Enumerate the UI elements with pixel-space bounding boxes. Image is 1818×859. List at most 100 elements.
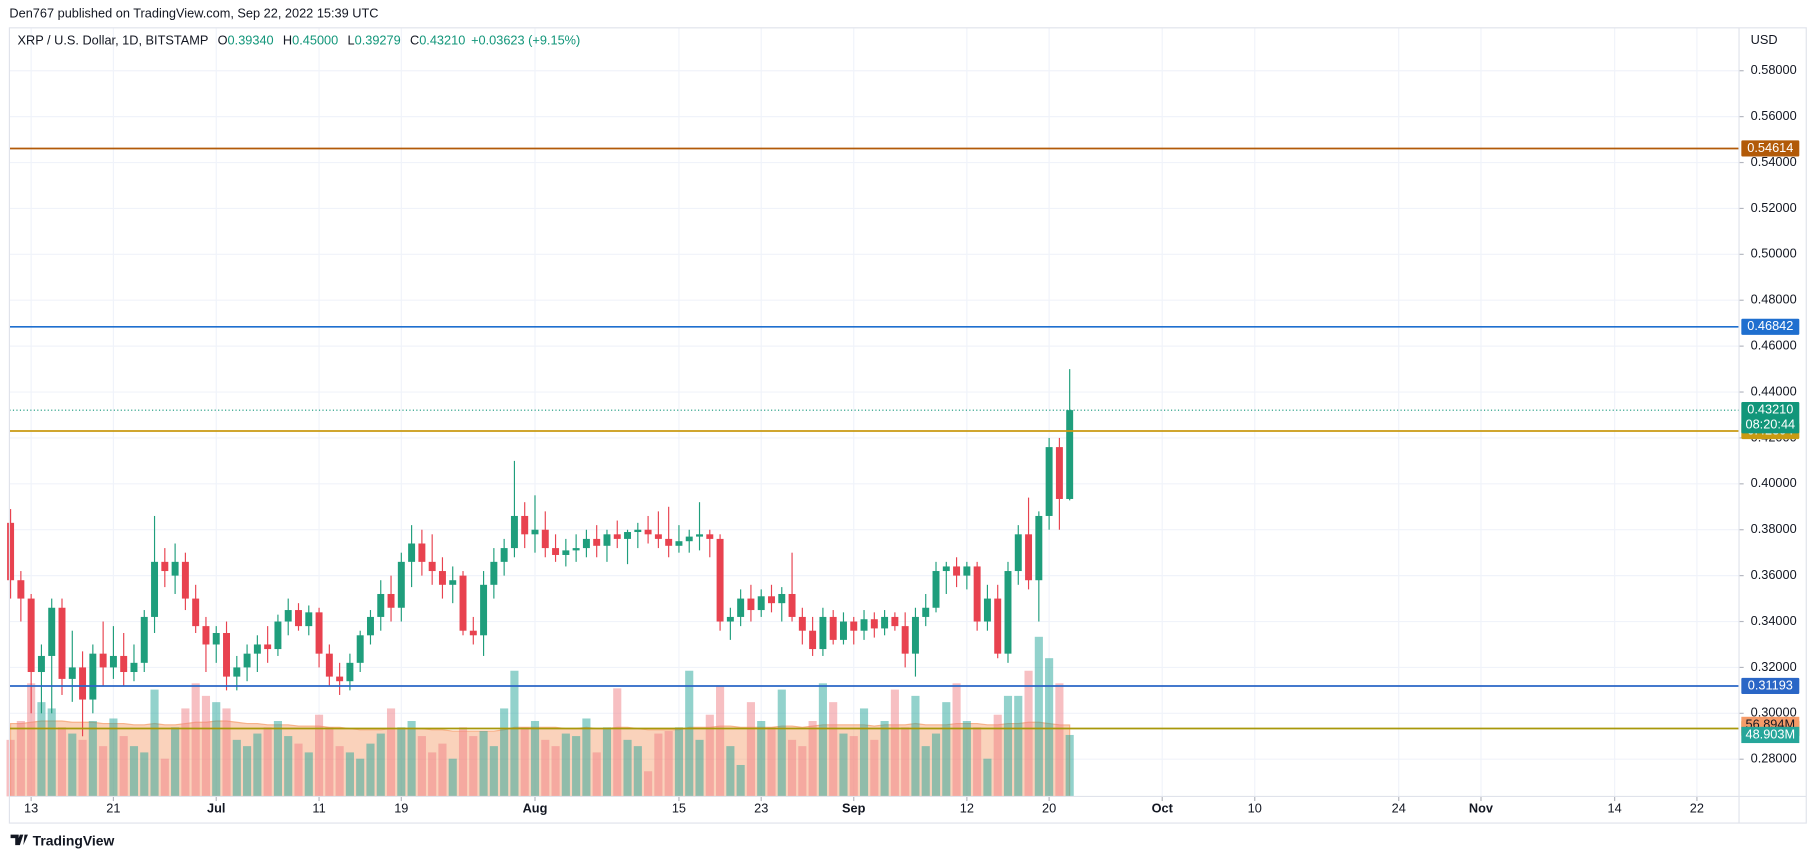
candle-body [798, 616, 806, 631]
volume-bar [479, 731, 488, 797]
volume-bar [119, 736, 128, 797]
volume-bar [397, 727, 406, 797]
volume-bar [736, 764, 745, 797]
volume-bar [47, 708, 56, 797]
legend-value: 0.43210 [419, 33, 465, 48]
level-layer [9, 147, 1740, 730]
volume-bar [386, 708, 396, 797]
volume-bar [428, 752, 437, 797]
candle-body [7, 522, 15, 581]
x-tick-label: Nov [1469, 801, 1494, 816]
candle-body [1035, 515, 1043, 581]
candle-body [983, 598, 991, 622]
volume-bar [171, 727, 180, 797]
candle-body [747, 598, 755, 611]
candle-body [819, 616, 827, 650]
candle-body [171, 561, 179, 576]
candle-body [89, 653, 97, 700]
y-tick-label: 0.30000 [1751, 705, 1797, 720]
volume-bar [849, 736, 858, 797]
candle-body [613, 534, 621, 539]
candle-body [552, 548, 560, 555]
volume-bar [191, 683, 200, 797]
volume-bar [582, 718, 591, 797]
volume-bar [232, 739, 241, 797]
y-tick-label: 0.34000 [1751, 613, 1797, 628]
volume-bar [890, 689, 899, 797]
x-tick-label: 10 [1248, 801, 1262, 816]
volume-bar [798, 746, 807, 797]
axis-layer: 0.28000 0.30000 0.32000 0.34000 0.36000 0.380… [24, 62, 1800, 816]
level-label: 0.46842 [1747, 318, 1793, 333]
legend-key: L [348, 33, 355, 48]
volume-bar [644, 771, 653, 797]
y-tick-label: 0.46000 [1751, 338, 1797, 353]
x-tick-label: 20 [1042, 801, 1056, 816]
volume-bar [222, 708, 231, 797]
volume-bar [726, 746, 735, 797]
candle-body [973, 566, 981, 622]
candle-body [37, 655, 45, 673]
candle-body [541, 529, 549, 549]
x-tick-label: Oct [1152, 801, 1174, 816]
volume-label-bg [1741, 726, 1800, 744]
candle-body [963, 566, 971, 576]
candle-body [500, 548, 508, 562]
volume-bar [212, 702, 221, 797]
x-tick-label: 15 [672, 801, 686, 816]
candle-body [161, 561, 169, 572]
volume-bar [16, 721, 25, 797]
candle-body [58, 607, 66, 679]
volume-bar [88, 721, 97, 797]
candle-body [109, 655, 117, 668]
volume-bar [1034, 636, 1043, 797]
candle-body [665, 538, 673, 546]
legend-key: C [410, 33, 419, 48]
candle-body [860, 619, 868, 631]
volume-bar [366, 743, 375, 797]
volume-bar [294, 743, 303, 797]
candle-body [891, 616, 899, 627]
volume-bar [777, 689, 786, 797]
candle-body [870, 619, 878, 629]
candle-body [1045, 447, 1053, 516]
x-tick-label: 24 [1392, 801, 1406, 816]
volume-bar [952, 683, 961, 797]
candle-body [850, 621, 858, 631]
candle-body [1014, 534, 1022, 572]
publish-header: Den767 published on TradingView.com, Sep… [9, 5, 378, 20]
y-tick-label: 0.54000 [1751, 154, 1797, 169]
volume-bar [500, 708, 509, 797]
legend-title: XRP / U.S. Dollar, 1D, BITSTAMP [18, 33, 209, 48]
x-tick-label: 22 [1690, 801, 1704, 816]
volume-bar [417, 736, 426, 797]
candle-body [438, 571, 446, 585]
volume-bar [140, 752, 149, 797]
candle-body [696, 534, 703, 537]
volume-bar [530, 721, 540, 797]
volume-bar [1055, 683, 1064, 797]
candle-body [120, 655, 128, 673]
chart-frame [8, 27, 1807, 824]
volume-bar [6, 739, 15, 797]
candle-body [901, 626, 909, 654]
candle-body [212, 633, 220, 645]
volume-bar [592, 752, 601, 797]
volume-layer [6, 636, 1074, 797]
volume-bar [870, 739, 879, 797]
y-tick-label: 0.58000 [1751, 62, 1797, 77]
volume-bar [325, 727, 334, 797]
level-label-bg [1741, 140, 1800, 157]
x-tick-label: 14 [1608, 801, 1622, 816]
volume-bar [78, 739, 87, 797]
volume-bar [973, 727, 982, 797]
legend-value: 0.39340 [228, 33, 274, 48]
candle-body [593, 538, 601, 546]
candle-body [223, 633, 230, 677]
volume-bar [705, 714, 714, 797]
volume-bar [623, 739, 632, 797]
y-tick-label: 0.40000 [1751, 475, 1797, 490]
candle-body [1066, 410, 1074, 499]
candle-body [603, 534, 611, 546]
currency-label: USD [1751, 32, 1778, 47]
